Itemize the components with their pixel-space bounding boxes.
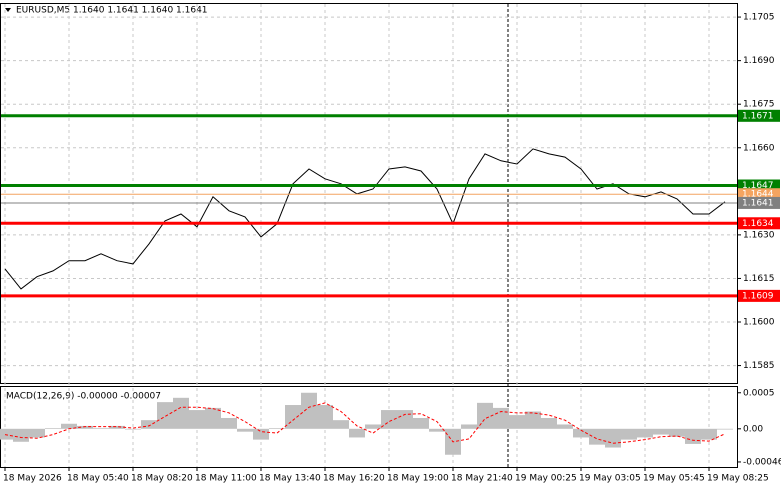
macd-bar — [253, 428, 269, 440]
y-tick-label: 1.1585 — [743, 361, 775, 371]
chart-title: EURUSD,M5 1.1640 1.1641 1.1640 1.1641 — [16, 6, 208, 16]
level-label: 1.1641 — [742, 198, 774, 208]
macd-bar — [125, 428, 141, 430]
x-tick-label: 18 May 21:40 — [451, 474, 513, 484]
level-label: 1.1609 — [742, 291, 774, 301]
x-tick-label: 19 May 00:25 — [515, 474, 577, 484]
level-label: 1.1644 — [742, 190, 774, 200]
y-tick-label: 1.1705 — [743, 13, 775, 23]
macd-bar — [669, 428, 685, 437]
macd-bar — [13, 428, 29, 442]
level-label: 1.1647 — [742, 181, 774, 191]
x-tick-label: 18 May 13:40 — [259, 474, 321, 484]
x-tick-label: 18 May 05:40 — [67, 474, 129, 484]
macd-bar — [605, 428, 621, 448]
y-tick-label: 1.1690 — [743, 56, 775, 66]
macd-bar — [0, 428, 13, 440]
x-tick-label: 18 May 11:00 — [195, 474, 257, 484]
x-tick-label: 19 May 03:05 — [579, 474, 641, 484]
y-tick-label: 1.1675 — [743, 100, 775, 110]
macd-bar — [269, 428, 285, 429]
macd-bar — [573, 428, 589, 438]
macd-bar — [365, 424, 381, 429]
macd-bar — [109, 425, 125, 429]
macd-bar — [685, 428, 701, 444]
level-label: 1.1634 — [742, 219, 774, 229]
signal-line — [4, 402, 726, 444]
macd-bar — [157, 402, 173, 429]
level-label-box — [738, 109, 780, 122]
macd-bar — [621, 428, 637, 440]
y-tick-label: 1.1615 — [743, 274, 775, 284]
level-label-box — [738, 196, 780, 209]
level-label-box — [738, 217, 780, 230]
macd-bar — [429, 428, 445, 432]
macd-bar — [381, 410, 397, 429]
y-tick-label: 1.1600 — [743, 318, 775, 328]
macd-bar — [557, 424, 573, 429]
macd-bar — [141, 420, 157, 429]
macd-bar — [637, 428, 653, 438]
macd-bar — [221, 417, 237, 429]
x-tick-label: 18 May 19:00 — [387, 474, 449, 484]
macd-bar — [317, 405, 333, 429]
macd-bar — [509, 415, 525, 429]
macd-bar — [93, 428, 109, 429]
macd-bar — [173, 397, 189, 429]
macd-bar — [333, 420, 349, 429]
macd-bar — [461, 424, 477, 429]
macd-bar — [477, 402, 493, 429]
y-tick-label: -0.00046 — [743, 457, 781, 467]
macd-bar — [397, 410, 413, 429]
macd-bar — [653, 428, 669, 435]
y-tick-label: 0.0005 — [743, 388, 775, 398]
macd-bar — [301, 392, 317, 429]
macd-bar — [541, 417, 557, 429]
macd-bar — [61, 423, 77, 429]
macd-bar — [589, 428, 605, 445]
macd-bar — [413, 417, 429, 429]
x-tick-label: 18 May 2026 — [3, 474, 62, 484]
level-label-box — [738, 289, 780, 302]
macd-bar — [717, 428, 733, 430]
macd-bar — [349, 428, 365, 438]
macd-pane — [0, 386, 738, 468]
y-tick-label: 1.1630 — [743, 230, 775, 240]
macd-bar — [45, 428, 61, 429]
menu-arrow — [5, 8, 11, 12]
macd-bar — [237, 428, 253, 432]
x-tick-label: 19 May 05:45 — [643, 474, 705, 484]
macd-title: MACD(12,26,9) -0.00000 -0.00007 — [6, 392, 161, 402]
macd-bar — [29, 428, 45, 438]
macd-bar — [701, 428, 717, 440]
macd-bar — [205, 407, 221, 429]
y-tick-label: 1.1660 — [743, 143, 775, 153]
price-pane — [0, 3, 738, 384]
macd-bar — [525, 411, 541, 429]
macd-bar — [77, 425, 93, 429]
macd-bar — [189, 410, 205, 429]
level-label: 1.1671 — [742, 111, 774, 121]
y-tick-label: 0.00 — [743, 424, 763, 434]
x-tick-label: 18 May 08:20 — [131, 474, 193, 484]
x-tick-label: 18 May 16:20 — [323, 474, 385, 484]
x-tick-label: 19 May 08:25 — [707, 474, 769, 484]
